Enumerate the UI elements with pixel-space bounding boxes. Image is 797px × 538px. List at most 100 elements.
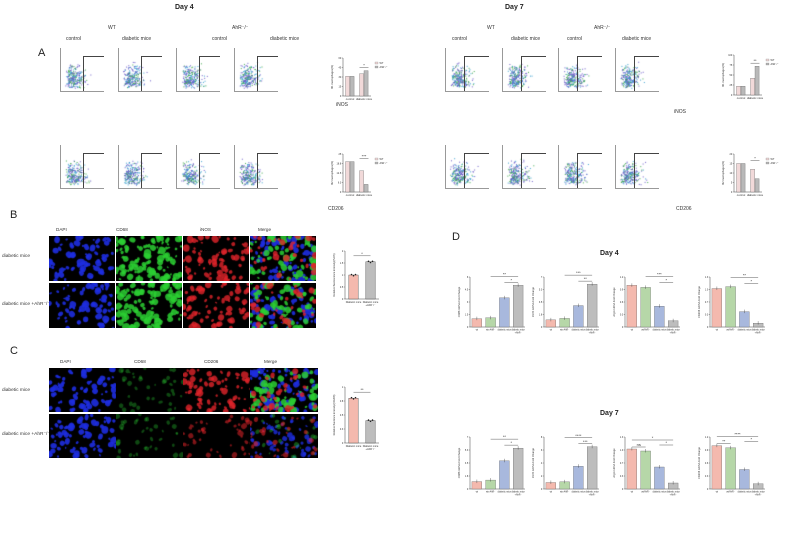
chart-13-sig-0: **	[722, 439, 726, 444]
panel-d-day4: Day 4	[600, 250, 619, 257]
chart-8-xlabel-2-0: diabetic mice	[653, 329, 667, 332]
chart-11-ylabel: iNOS mRNA Fold Change	[531, 447, 535, 478]
chart-2-tick-label-4: 100	[728, 54, 733, 57]
chart-1-tick-label-4: 25	[339, 153, 342, 156]
flow-plot-14	[558, 145, 602, 189]
chart-13-sig-2: ****	[734, 432, 741, 437]
chart-10-tick-label-2: 3.5	[465, 462, 469, 465]
chart-5-bar-0	[348, 398, 359, 444]
chart-1-xlabel-0: control	[346, 193, 355, 197]
chart-12-tick-label-1: 0.3	[620, 475, 624, 478]
chart-11-xlabel-1-0: wt+AhR⁻	[560, 491, 569, 494]
chart-9-bar-1	[725, 286, 736, 328]
chart-0-xlabel-0: control	[346, 97, 355, 101]
chart-7-xlabel-0-0: wt	[550, 329, 553, 332]
chart-1-bar-1-0	[359, 170, 364, 193]
chart-10-xlabel-3-1: +AhR⁻	[515, 494, 522, 497]
chart-5-tick-label-1: 0.3	[340, 428, 344, 431]
chart-13-bar-1	[725, 447, 736, 490]
panel-b-col-cd68: CD68	[116, 227, 128, 232]
chart-8-tick-label-3: 0.9	[620, 289, 624, 292]
day4-header: Day 4	[175, 4, 194, 11]
chart-4-xlabel-1-0: Diabetic mice	[363, 300, 379, 304]
chart-2-xlabel-0: control	[737, 96, 746, 100]
chart-4-point-1-1	[369, 261, 372, 264]
chart-3-tick-label-4: 20	[730, 153, 733, 156]
mic-c-1-cd206	[183, 368, 251, 412]
chart-13-xlabel-1-0: wt/AhR⁻	[726, 491, 735, 494]
chart-7-sig-1: **	[584, 276, 588, 281]
panel-b-col-dapi: DAPI	[56, 227, 67, 232]
chart-8-bar-2	[654, 306, 665, 328]
chart-10-sig-1: *	[510, 440, 512, 445]
mic-b-1-cd68	[116, 236, 182, 281]
chart-0-tick-label-3: 45	[339, 67, 342, 70]
chart-10-xlabel-0-0: wt	[476, 491, 479, 494]
flow-plot-8	[60, 145, 104, 189]
chart-12-sig-2: *	[652, 435, 654, 440]
chart-5-ylabel: Relative fluorence intensity(CD206)	[332, 394, 336, 435]
chart-2-legend-0: WT	[771, 59, 775, 62]
chart-2-tick-label-0: 0	[731, 94, 733, 97]
chart-9-bar-0	[711, 288, 722, 328]
chart-0-bar-0-0	[345, 76, 350, 97]
chart-8-ylabel: Arg1 mRNA Fold Change	[612, 287, 616, 317]
chart-9-sig-1: *	[750, 279, 752, 284]
chart-8-xlabel-0-0: wt	[631, 329, 634, 332]
chart-3-legend-swatch-0	[765, 157, 770, 161]
chart-12-xlabel-2-0: diabetic mice	[653, 491, 667, 494]
panel-b-col-inos: iNOS	[200, 227, 211, 232]
chart-13-tick-label-1: 0.3	[705, 475, 709, 478]
chart-7-tick-label-1: 1.8	[539, 314, 543, 317]
chart-13-sig-1: *	[750, 437, 752, 442]
chart-10-xlabel-2-0: diabetic mice	[498, 491, 512, 494]
chart-5-bar-1	[365, 420, 376, 444]
chart-7-xlabel-2-0: diabetic mice	[572, 329, 586, 332]
chart-8-tick-label-4: 1.2	[620, 276, 624, 279]
mic-c-1-cd68	[116, 368, 184, 412]
chart-2-bar-1-0	[750, 78, 755, 96]
chart-9-ylabel: CD206 mRNA Fold Change	[697, 286, 701, 318]
chart-1-ylabel: M2 macrophages(%)	[330, 161, 334, 185]
chart-12-tick-label-3: 1.0	[620, 449, 624, 452]
chart-10-tick-label-4: 7	[467, 436, 469, 439]
chart-6-xlabel-0-0: wt	[476, 329, 479, 332]
chart-0-tick-label-4: 60	[339, 57, 342, 60]
chart-7-xlabel-3-1: +AhR⁻	[589, 332, 596, 335]
flow-plot-2	[176, 48, 220, 92]
chart-3-bar-1-0	[750, 169, 755, 193]
chart-13-bar-0	[711, 445, 722, 490]
chart-8-tick-label-2: 0.6	[620, 301, 624, 304]
chart-10-tick-label-0: 0	[467, 488, 469, 491]
chart-5-point-0-1	[352, 398, 355, 400]
chart-3-tick-label-1: 5	[731, 182, 733, 185]
panel-label-b: B	[10, 209, 18, 221]
chart-0-bar-1-1	[363, 70, 369, 97]
chart-13-xlabel-2-0: diabetic mice	[738, 491, 752, 494]
flow-col-d7-1: control	[452, 36, 468, 42]
chart-11-tick-label-0: 0	[541, 488, 543, 491]
chart-5-xlabel-0-0: Diabetic mice	[346, 444, 362, 448]
chart-5-sig-0: **	[360, 387, 364, 392]
chart-9-tick-label-3: 1.0	[705, 289, 709, 292]
chart-3-tick-label-2: 10	[730, 172, 733, 175]
chart-5-tick-label-3: 0.8	[340, 400, 344, 403]
flow-group-ahr-d7: AhR⁻/⁻	[594, 25, 611, 31]
chart-9-tick-label-2: 0.7	[705, 301, 709, 304]
chart-5-point-1-2	[371, 419, 374, 421]
chart-6-xlabel-1-0: wt+AhR⁻	[486, 329, 495, 332]
chart-10-ylabel: CD86 mRNA Fold Change	[457, 447, 461, 478]
mic-b-1-merge	[250, 236, 316, 281]
chart-12-bar-1	[640, 450, 651, 490]
chart-7-xlabel-1-0: wt+AhR⁻	[560, 329, 569, 332]
chart-5-point-0-0	[350, 396, 353, 399]
chart-7-tick-label-0: 0	[541, 326, 543, 329]
chart-11-tick-label-3: 6	[541, 449, 543, 452]
chart-1-tick-label-1: 6.3	[338, 182, 342, 185]
chart-0-sig-0: *	[363, 63, 365, 68]
chart-4-xlabel-0-0: Diabetic mice	[346, 300, 362, 304]
chart-6-tick-label-1: 1.5	[465, 314, 469, 317]
flow-plot-6	[558, 48, 602, 92]
mic-b-2-cd68	[116, 283, 182, 328]
chart-4-point-1-0	[367, 260, 370, 263]
